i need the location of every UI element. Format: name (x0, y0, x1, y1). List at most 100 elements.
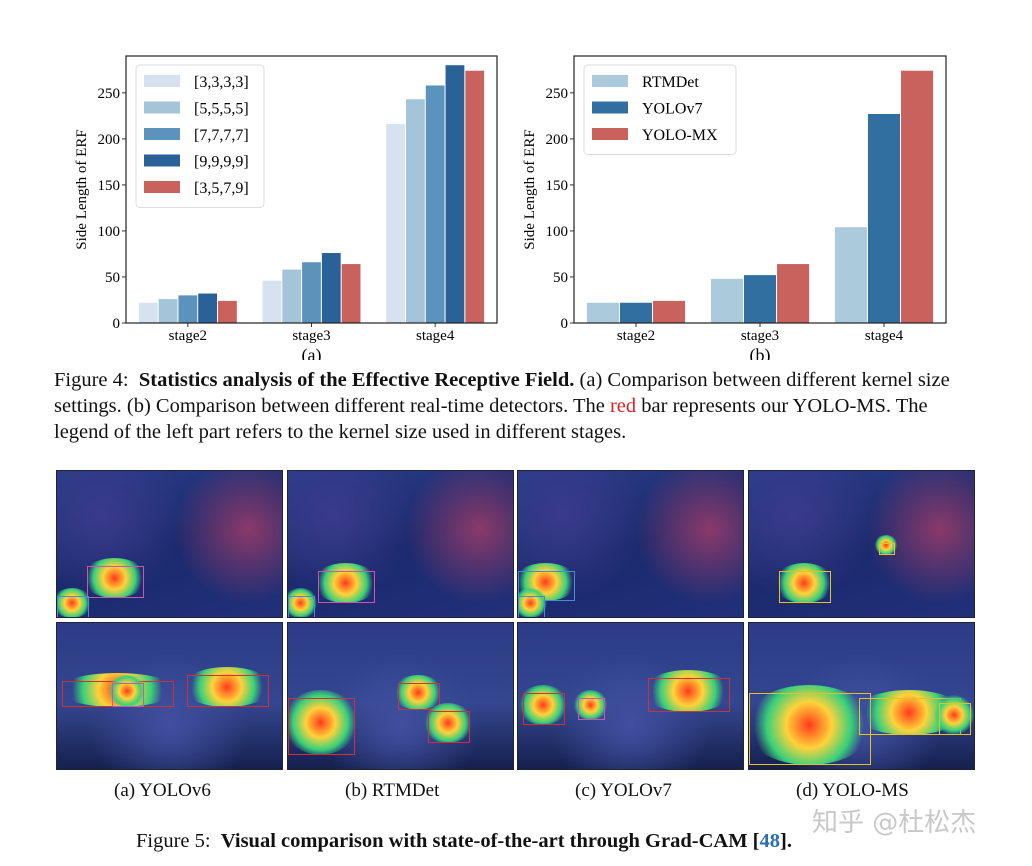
heatmap-blob (313, 563, 378, 603)
subcaption-b: (b) RTMDet (345, 780, 440, 801)
legend-box (135, 64, 265, 208)
figure5-label: Figure 5: (136, 830, 211, 852)
legend-label: [9,9,9,9] (194, 154, 249, 171)
figure5-caption: Figure 5: Visual comparison with state-o… (136, 830, 792, 853)
figure4-title: Statistics analysis of the Effective Rec… (138, 369, 575, 391)
bar-stage3-0 (262, 280, 282, 323)
bar-stage4-3 (445, 65, 465, 323)
figure5-suffix: ]. (780, 830, 792, 852)
citation-link[interactable]: 48 (759, 830, 781, 852)
detection-box (428, 711, 470, 743)
heatmap-blob (423, 703, 473, 743)
bar-stage3-3 (321, 253, 341, 323)
street-gradcam-image-b (287, 622, 514, 770)
y-tick-label: 0 (561, 316, 569, 332)
detection-box (749, 693, 871, 765)
y-tick-label: 250 (546, 86, 569, 102)
bar-stage3-1 (743, 275, 777, 323)
street-gradcam-image-d (748, 622, 975, 770)
x-tick-label: stage4 (416, 328, 455, 344)
detection-box (578, 698, 605, 720)
detection-box (87, 566, 144, 598)
detection-box (288, 596, 315, 617)
panel-label: (b) (750, 345, 771, 360)
detection-box (939, 703, 971, 735)
panel-label: (a) (302, 345, 322, 360)
bar-stage4-4 (465, 70, 485, 323)
y-tick-label: 150 (546, 178, 569, 194)
figure4-caption: Figure 4: Statistics analysis of the Eff… (54, 367, 984, 445)
bar-stage4-1 (867, 114, 901, 323)
heatmap-blob (82, 558, 147, 598)
legend-swatch (592, 101, 628, 114)
subcaption-a: (a) YOLOv6 (114, 780, 211, 801)
heatmap-blob (393, 675, 443, 710)
bar-stage4-0 (834, 227, 867, 323)
detection-box (523, 693, 565, 725)
subcaption-d: (d) YOLO-MS (796, 780, 909, 801)
heatmap-blob (518, 685, 568, 725)
detection-box (879, 543, 895, 555)
heatmap-blob (518, 588, 548, 617)
bar-stage3-1 (282, 269, 302, 323)
y-tick-label: 100 (546, 224, 569, 240)
indoor-gradcam-image-a (56, 470, 283, 618)
figure4-red-word: red (609, 395, 637, 417)
indoor-gradcam-image-d (748, 470, 975, 618)
bar-stage4-2 (901, 70, 934, 323)
bar-stage4-1 (405, 99, 425, 323)
street-gradcam-image-c (517, 622, 744, 770)
heatmap-blob (934, 695, 974, 735)
legend-swatch (144, 181, 180, 193)
bar-stage4-0 (386, 124, 405, 323)
legend-label: YOLOv7 (642, 101, 702, 118)
y-tick-label: 0 (113, 316, 121, 332)
bar-stage4-2 (425, 85, 445, 323)
y-tick-label: 150 (98, 178, 121, 194)
legend-swatch (592, 75, 628, 87)
bar-stage3-2 (302, 262, 321, 323)
heatmap-blob (288, 588, 318, 617)
heatmap-blob (57, 588, 92, 617)
bar-stage2-2 (178, 295, 198, 323)
indoor-gradcam-image-c (517, 470, 744, 618)
bar-stage2-0 (138, 302, 158, 323)
x-tick-label: stage3 (741, 328, 779, 344)
bar-stage2-4 (218, 300, 237, 323)
bar-stage2-1 (619, 302, 653, 323)
y-tick-label: 50 (553, 270, 568, 286)
detection-box (518, 596, 545, 617)
detection-box (57, 596, 89, 617)
bar-stage2-0 (586, 302, 619, 323)
legend-swatch (592, 128, 628, 140)
detection-box (112, 683, 144, 707)
figure4-charts: stage2 stage3 stage4 0 50 100 150 200 250 Side Le… (74, 55, 947, 360)
y-tick-label: 100 (98, 224, 121, 240)
heatmap-blob (749, 685, 874, 765)
y-tick-label: 200 (98, 132, 121, 148)
chart-a: stage2 stage3 stage4 0 50 100 150 200 250 Side Le… (74, 55, 498, 360)
legend-label: [3,5,7,9] (194, 180, 249, 197)
figure5-title: Visual comparison with state-of-the-art … (220, 830, 760, 852)
figure4-label: Figure 4: (54, 369, 129, 391)
figure4-text-2: bar represents our YOLO-MS. The legend o… (54, 395, 928, 443)
bar-stage3-4 (341, 264, 361, 323)
legend-swatch (144, 128, 180, 140)
watermark: 知乎 @杜松杰 (812, 808, 977, 838)
detection-box (187, 675, 269, 707)
heatmap-blob (107, 675, 147, 707)
detection-box (648, 678, 730, 712)
y-axis-label: Side Length of ERF (74, 129, 90, 249)
detection-box (318, 571, 375, 603)
legend-swatch (144, 75, 180, 87)
heatmap-blob (874, 535, 898, 555)
legend-swatch (144, 154, 180, 167)
x-tick-label: stage2 (169, 328, 207, 344)
street-gradcam-image-a (56, 622, 283, 770)
legend-label: [3,3,3,3] (194, 74, 249, 91)
heatmap-blob (643, 670, 733, 712)
axes-frame (125, 55, 498, 324)
y-axis-label: Side Length of ERF (522, 129, 538, 249)
subcaption-c: (c) YOLOv7 (575, 780, 672, 801)
bar-stage2-3 (198, 293, 218, 323)
